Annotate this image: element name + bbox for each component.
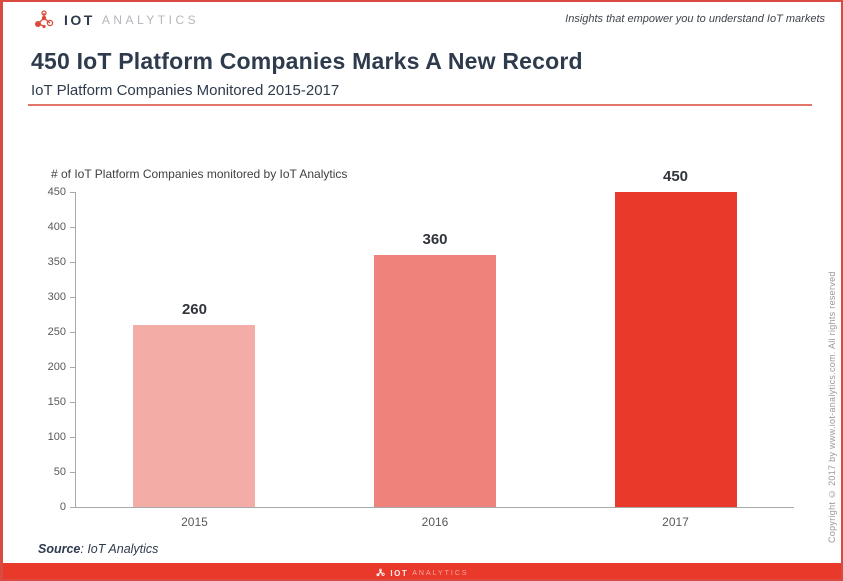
molecule-logo-icon <box>35 10 54 29</box>
x-axis-label-2017: 2017 <box>662 515 689 529</box>
source-label: Source <box>38 542 81 556</box>
y-axis-tick-label: 0 <box>59 501 66 513</box>
y-axis-tick-label: 350 <box>47 256 66 268</box>
y-axis-tick-label: 250 <box>47 326 66 338</box>
plot-area: 0 50 100 150 200 250 300 350 400 450 260 2015 360 201… <box>48 168 794 529</box>
y-axis-tick-mark <box>70 262 76 263</box>
brand-name-secondary: ANALYTICS <box>101 13 200 27</box>
y-axis-tick-mark <box>70 332 76 333</box>
chart-axis-title: # of IoT Platform Companies monitored by… <box>51 167 348 181</box>
x-axis-label-2015: 2015 <box>181 515 208 529</box>
y-axis-tick-label: 150 <box>47 396 66 408</box>
brand-logo: IOT ANALYTICS <box>31 9 199 31</box>
y-axis-tick-label: 300 <box>47 291 66 303</box>
y-axis-tick-mark <box>70 472 76 473</box>
footer-brand-bar: IOT ANALYTICS <box>3 563 841 579</box>
footer-brand-secondary: ANALYTICS <box>412 569 469 577</box>
y-axis-tick-label: 450 <box>47 186 66 198</box>
source-note: Source: IoT Analytics <box>38 542 158 556</box>
copyright-note: Copyright © 2017 by www.iot-analytics.co… <box>827 271 837 543</box>
bar-2015 <box>133 325 256 507</box>
bar-2017 <box>614 192 737 507</box>
title-divider <box>28 104 812 106</box>
y-axis-tick-mark <box>70 297 76 298</box>
y-axis-tick-mark <box>70 367 76 368</box>
y-axis-tick-label: 100 <box>47 431 66 443</box>
bar-value-label-2016: 360 <box>422 231 448 248</box>
y-axis-tick-mark <box>70 437 76 438</box>
footer-molecule-logo-icon <box>376 568 386 577</box>
x-axis-label-2016: 2016 <box>421 515 449 529</box>
page-subtitle: IoT Platform Companies Monitored 2015-20… <box>31 82 340 99</box>
y-axis-tick-label: 50 <box>53 466 66 478</box>
page-title: 450 IoT Platform Companies Marks A New R… <box>31 48 583 74</box>
bar-value-label-2015: 260 <box>181 301 207 318</box>
bar-value-label-2017: 450 <box>663 168 689 185</box>
y-axis-tick-mark <box>70 227 76 228</box>
brand-tagline: Insights that empower you to understand … <box>565 13 825 25</box>
y-axis-tick-mark <box>70 507 76 508</box>
brand-name-primary: IOT <box>64 12 95 28</box>
y-axis-tick-mark <box>70 192 76 193</box>
y-axis-tick-label: 200 <box>47 361 66 373</box>
y-axis-tick-mark <box>70 402 76 403</box>
bar-2016 <box>374 255 496 507</box>
y-axis-tick-label: 400 <box>47 221 66 233</box>
footer-brand-logo: IOT ANALYTICS <box>375 568 468 578</box>
source-value: : IoT Analytics <box>80 542 159 556</box>
footer-brand-primary: IOT <box>390 568 409 578</box>
